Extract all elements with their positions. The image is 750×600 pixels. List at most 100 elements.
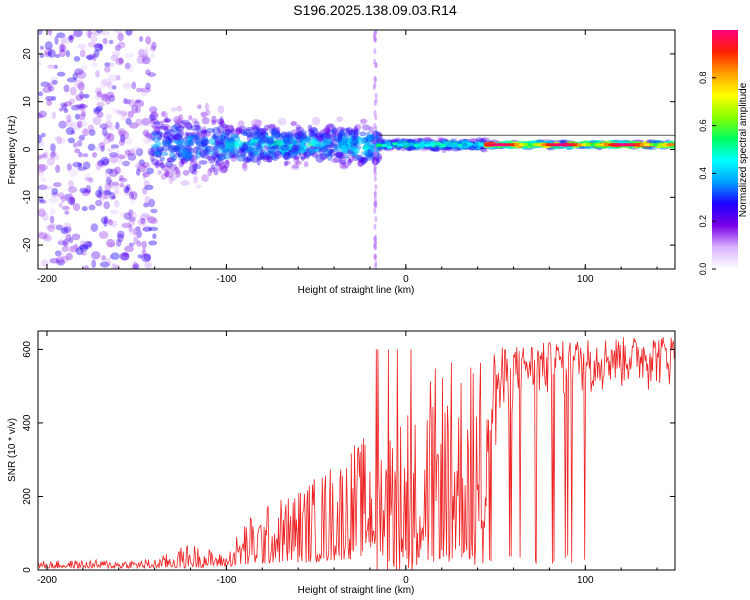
- spectrogram-blob: [150, 45, 156, 52]
- spectrogram-blob: [119, 212, 126, 218]
- spectrogram-blob: [85, 30, 93, 38]
- spectrogram-blob: [93, 109, 100, 115]
- spectrogram-blob: [318, 135, 323, 142]
- spectrogram-blob: [246, 142, 252, 147]
- spectrogram-blob: [203, 147, 209, 156]
- spectrogram-blob: [76, 70, 87, 80]
- colorbar-ticks: 0.0 0.2 0.4 0.6 0.8: [698, 72, 716, 275]
- spectrogram-blob: [338, 161, 347, 169]
- spectrogram-blob: [145, 82, 151, 90]
- spectrogram-blob: [49, 151, 56, 159]
- spectrogram-blob: [143, 253, 152, 262]
- spectrogram-blob: [267, 155, 273, 163]
- spectrogram-blob: [244, 157, 253, 163]
- spectrogram-blob: [52, 182, 62, 188]
- spectrogram-blob: [120, 110, 128, 117]
- spectrogram-blob: [373, 138, 377, 145]
- spectrogram-blob: [88, 204, 96, 211]
- spectrogram-blob: [346, 127, 354, 135]
- spectrogram-blob: [39, 199, 47, 204]
- spectrogram-blob: [100, 145, 105, 153]
- spectrogram-blob: [68, 180, 74, 189]
- spectrogram-blob: [67, 137, 76, 144]
- spectrogram-blob: [282, 151, 291, 161]
- spectrogram-blob: [91, 31, 102, 36]
- spectrogram-blob: [194, 137, 200, 144]
- spectrogram-blob: [373, 110, 377, 117]
- spectrogram-blob: [166, 156, 176, 163]
- carrier-core: [413, 143, 420, 148]
- spectrogram-blob: [264, 124, 269, 131]
- spectrogram-blob: [327, 153, 333, 161]
- spectrogram-blob: [219, 165, 228, 174]
- spectrogram-blob: [260, 127, 269, 132]
- spectrogram-blob: [49, 215, 55, 224]
- spectrogram-blob: [230, 128, 235, 135]
- y-tick-label: 600: [22, 341, 33, 358]
- spectrogram-blob: [148, 132, 156, 140]
- spectrogram-blob: [222, 148, 232, 155]
- spectrogram-blob: [141, 240, 147, 249]
- x-tick-label: -200: [37, 575, 57, 586]
- spectrogram-blob: [323, 153, 328, 159]
- spectrogram-blob: [337, 152, 346, 159]
- spectrogram-blob: [97, 159, 105, 167]
- spectrogram-blob: [157, 169, 163, 176]
- spectrogram-blob: [295, 124, 301, 131]
- spectrogram-blob: [104, 170, 113, 180]
- spectrogram-blob: [81, 251, 87, 256]
- spectrogram-blob: [135, 99, 141, 104]
- spectrogram-blob: [40, 177, 47, 182]
- spectrogram-blob: [191, 117, 198, 124]
- spectrogram-blob: [218, 142, 226, 150]
- spectrogram-blob: [137, 48, 145, 58]
- spectrogram-blob: [169, 147, 177, 153]
- spectrogram-blob: [182, 154, 191, 162]
- spectrogram-blob: [373, 151, 377, 158]
- spectrogram-blob: [260, 148, 267, 156]
- spectrogram-blob: [60, 195, 66, 203]
- spectrogram-blob: [290, 129, 298, 136]
- spectrogram-blob: [165, 171, 170, 178]
- spectrogram-blob: [111, 220, 117, 228]
- spectrogram-blob: [152, 233, 157, 240]
- spectrogram-blob: [195, 124, 202, 133]
- spectrogram-blob: [374, 92, 378, 99]
- spectrogram-blob: [94, 93, 104, 101]
- spectrogram-blob: [153, 125, 161, 135]
- spectrogram-blob: [163, 132, 171, 140]
- y-tick-label: 400: [22, 414, 33, 431]
- spectrogram-blob: [373, 190, 377, 197]
- spectrogram-blob: [44, 47, 53, 56]
- spectrogram-data: [38, 30, 675, 269]
- spectrogram-blob: [183, 150, 193, 160]
- spectrogram-blob: [107, 81, 113, 90]
- spectrogram-blob: [54, 35, 59, 45]
- spectrogram-blob: [280, 149, 287, 155]
- spectrogram-blob: [340, 144, 348, 153]
- spectrogram-blob: [68, 35, 73, 41]
- spectrogram-blob: [78, 134, 86, 141]
- spectrogram-blob: [337, 130, 346, 137]
- spectrogram-blob: [211, 119, 217, 126]
- spectrogram-blob: [175, 169, 181, 178]
- spectrogram-blob: [47, 64, 55, 69]
- spectrogram-blob: [51, 111, 56, 120]
- spectrogram-blob: [51, 96, 57, 101]
- spectrogram-blob: [329, 129, 336, 134]
- spectrogram-blob: [240, 128, 247, 136]
- spectrogram-blob: [213, 147, 219, 157]
- spectrogram-blob: [230, 146, 239, 156]
- spectrogram-blob: [200, 130, 208, 139]
- spectrogram-blob: [144, 131, 150, 139]
- spectrogram-blob: [104, 257, 112, 267]
- spectrogram-blob: [368, 126, 374, 133]
- spectrogram-blob: [65, 233, 72, 242]
- spectrogram-blob: [136, 87, 143, 93]
- spectrogram-blob: [163, 169, 170, 177]
- spectrogram-blob: [245, 131, 254, 138]
- spectrogram-blob: [111, 195, 116, 200]
- spectrogram-blob: [217, 105, 225, 114]
- spectrogram-blob: [373, 235, 377, 242]
- spectrogram-blob: [311, 127, 319, 137]
